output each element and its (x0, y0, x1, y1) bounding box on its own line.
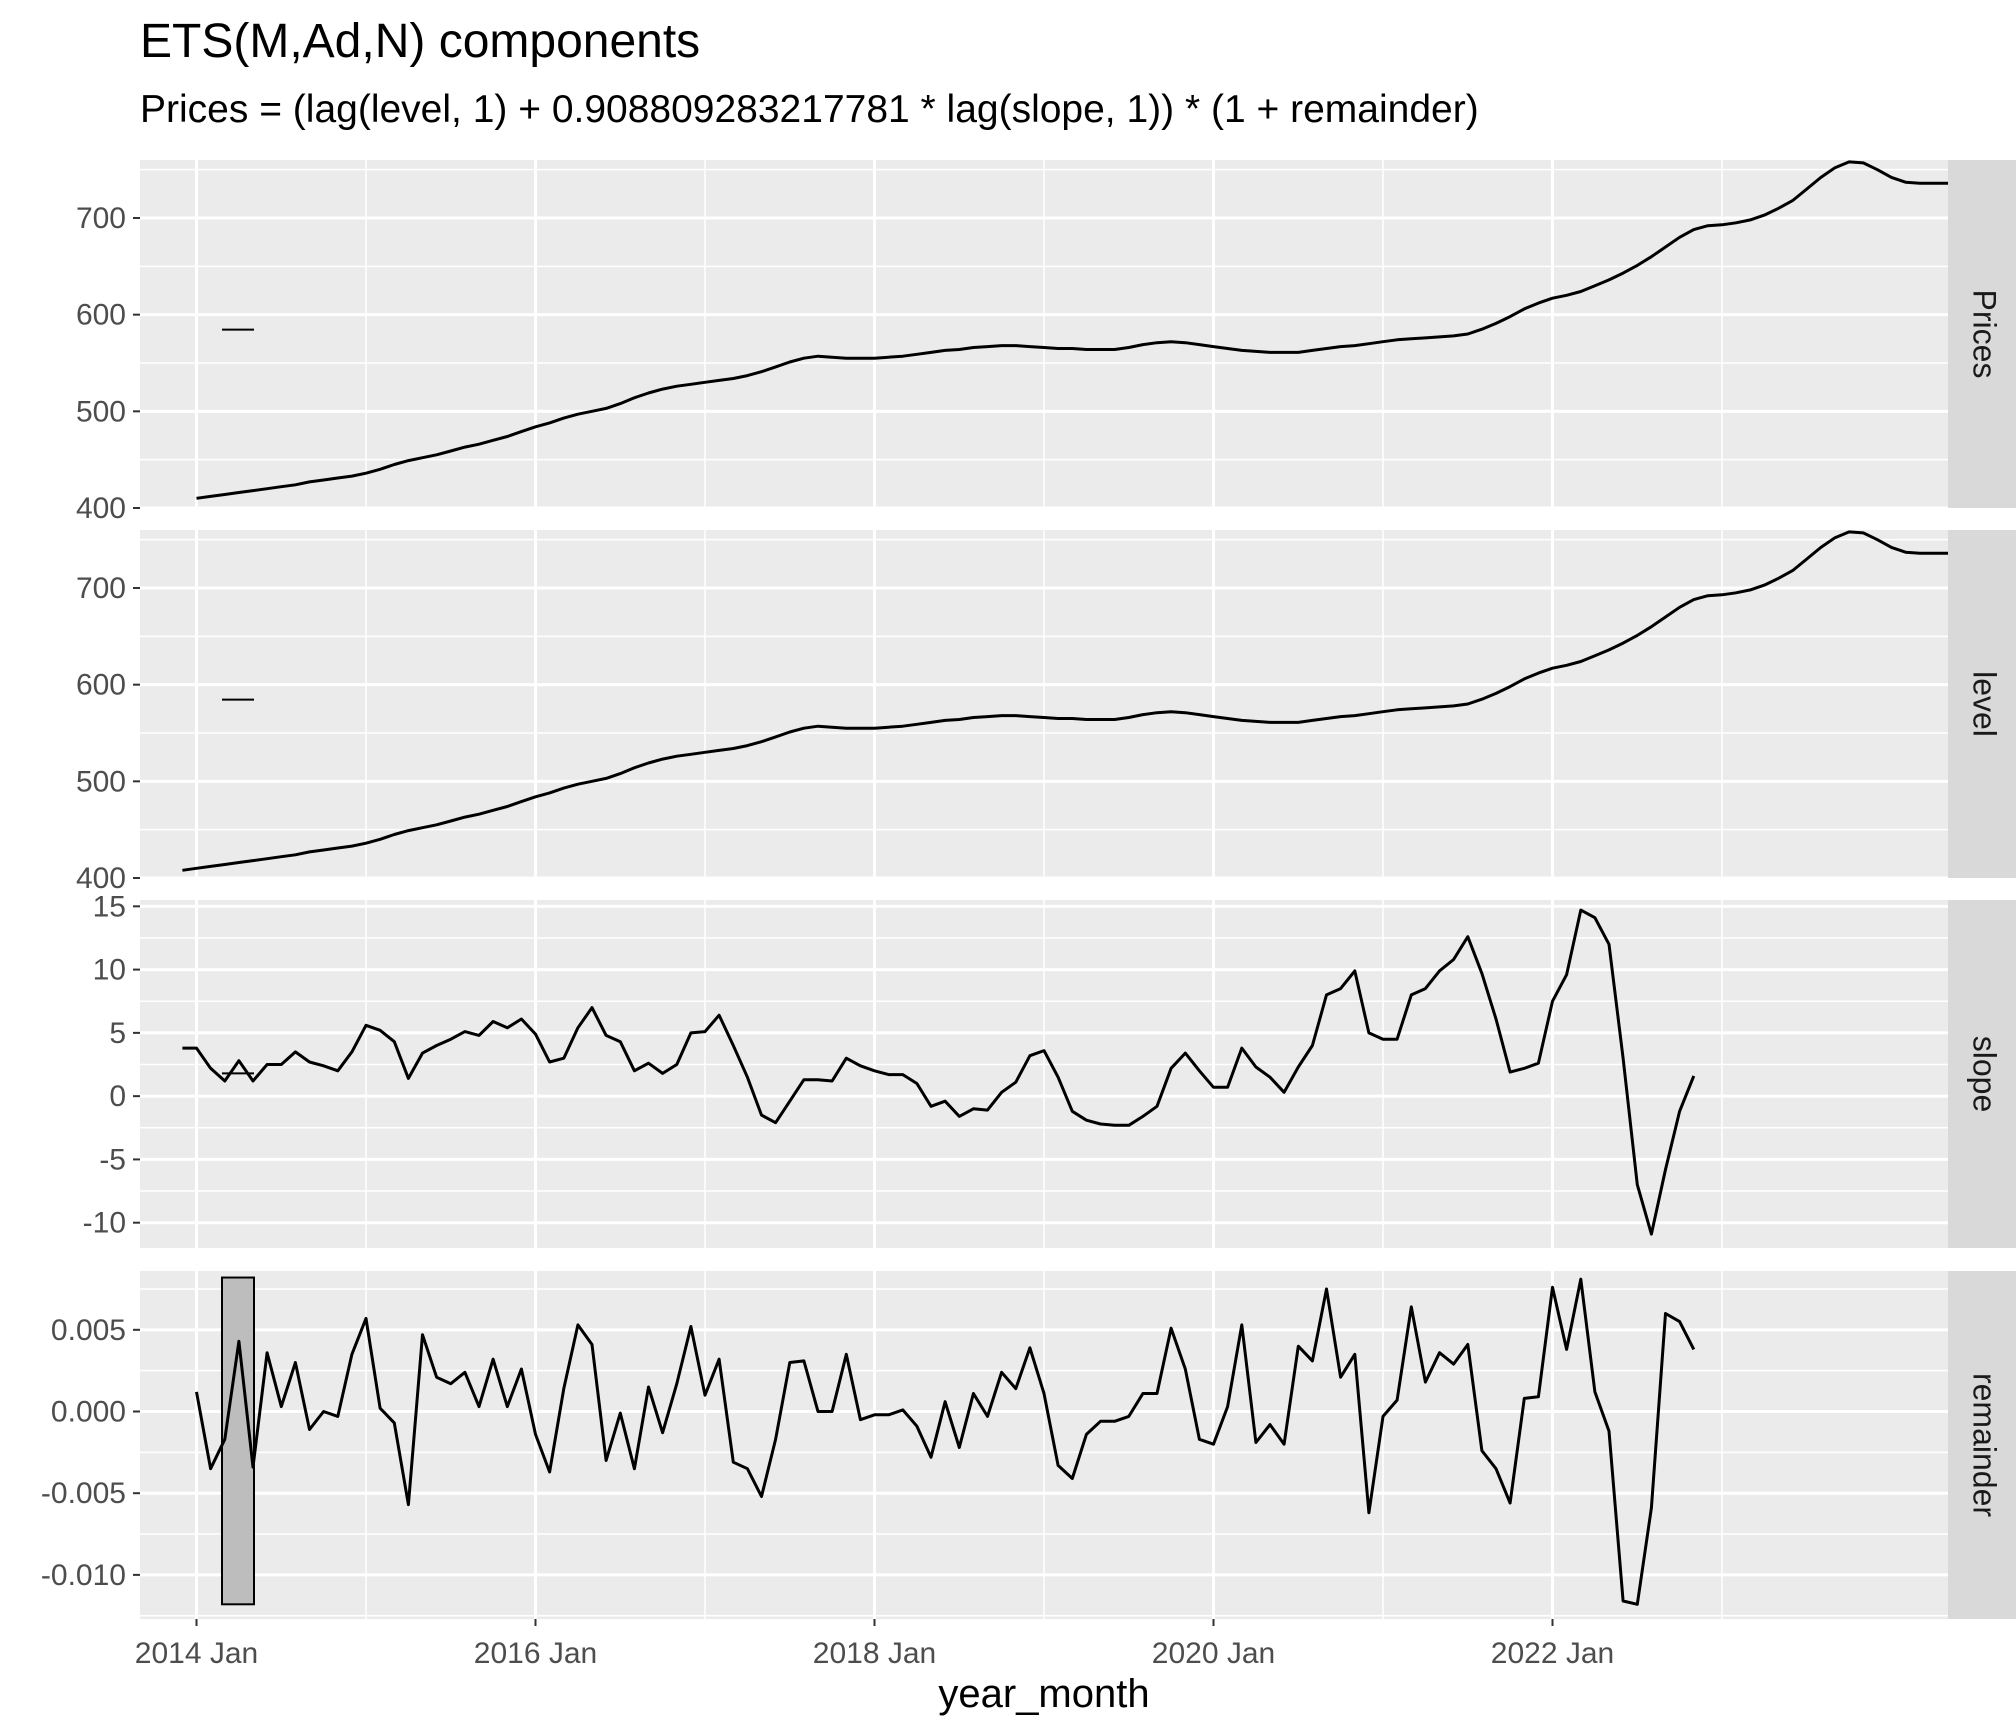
y-tick-label: 0 (109, 1080, 126, 1113)
y-tick-label: 600 (76, 299, 126, 332)
y-tick-label: -0.005 (41, 1477, 126, 1510)
y-tick-label: 400 (76, 862, 126, 895)
chart-title: ETS(M,Ad,N) components (140, 15, 701, 68)
y-tick-label: 5 (109, 1017, 126, 1050)
y-tick-label: 0.005 (51, 1314, 126, 1347)
strip-label-slope: slope (1967, 1036, 2003, 1113)
series-line-Prices (196, 160, 1948, 500)
series-line-remainder (195, 1277, 1696, 1606)
y-tick-label: 10 (93, 954, 126, 987)
x-tick-label: 2020 Jan (1152, 1637, 1275, 1670)
x-tick-label: 2018 Jan (813, 1637, 936, 1670)
y-tick-label: -10 (83, 1207, 126, 1240)
series-line-level (182, 530, 1948, 872)
strip-label-remainder: remainder (1967, 1373, 2003, 1517)
y-tick-label: -5 (99, 1143, 126, 1176)
y-tick-label: 700 (76, 202, 126, 235)
y-tick-label: 600 (76, 669, 126, 702)
x-tick-label: 2022 Jan (1491, 1637, 1614, 1670)
x-tick-label: 2016 Jan (474, 1637, 597, 1670)
strip-background (1948, 530, 2016, 878)
x-tick-label: 2014 Jan (135, 1637, 258, 1670)
y-tick-label: 0.000 (51, 1396, 126, 1429)
strip-background (1948, 900, 2016, 1248)
chart-subtitle: Prices = (lag(level, 1) + 0.908809283217… (140, 88, 1479, 131)
y-tick-label: 500 (76, 395, 126, 428)
y-tick-label: 400 (76, 492, 126, 525)
strip-label-level: level (1967, 671, 2003, 737)
strip-background (1948, 1271, 2016, 1619)
strip-label-Prices: Prices (1967, 290, 2003, 379)
y-tick-label: 15 (93, 890, 126, 923)
y-tick-label: 700 (76, 572, 126, 605)
y-tick-label: -0.010 (41, 1559, 126, 1592)
x-axis-title: year_month (938, 1672, 1149, 1716)
strip-background (1948, 160, 2016, 508)
y-tick-label: 500 (76, 765, 126, 798)
series-line-slope (182, 908, 1696, 1236)
